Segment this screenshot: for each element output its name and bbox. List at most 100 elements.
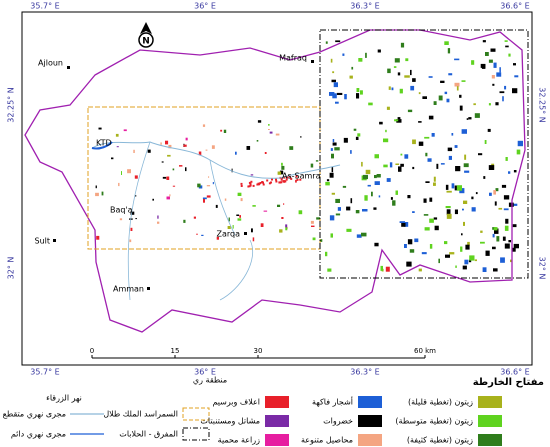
scale-label: 60 km [414,347,436,355]
land-patch [504,85,507,90]
land-patch [394,119,399,122]
land-patch [257,120,262,123]
land-patch [410,85,415,91]
land-patch [299,178,302,181]
land-patch [418,268,422,272]
land-patch [351,66,354,70]
land-patch [463,221,465,226]
land-patch [360,90,363,95]
legend-label: زيتون (تغطية قليلة) [408,398,473,407]
legend-label: أشجار فاكهة [312,397,353,407]
land-patch [378,195,381,198]
land-patch [460,246,463,252]
land-patch [286,176,288,179]
land-patch [508,202,514,207]
land-patch [211,145,215,149]
land-patch [350,150,352,154]
land-patch [296,178,299,181]
land-patch [130,227,133,231]
land-patch [240,198,243,202]
land-patch [288,175,291,178]
land-patch [216,236,219,240]
land-patch [361,161,363,167]
land-patch [473,103,476,106]
land-patch [464,259,469,265]
land-patch [356,234,362,238]
land-patch [504,243,510,249]
land-patch [480,241,485,244]
legend-header: منطقة ري [193,376,227,385]
land-patch [247,185,250,188]
land-patch [433,182,436,186]
land-patch [487,128,491,132]
land-patch [383,164,388,168]
land-patch [404,75,410,78]
legend-label: مشاتل ومستنبتات [200,417,260,426]
land-patch [280,181,283,184]
scale-label: 30 [254,347,263,355]
land-patch [446,190,452,193]
land-patch [266,179,269,182]
land-patch [334,147,340,151]
legend-swatch [478,396,502,408]
land-patch [335,198,340,203]
land-patch [252,205,256,207]
legend-swatch [358,415,382,427]
legend-title: مفتاح الخارطة [473,377,544,388]
land-patch [445,184,449,190]
land-patch [491,75,495,79]
land-patch [98,127,102,130]
land-patch [325,41,328,44]
land-patch [157,221,160,224]
land-patch [198,151,202,156]
land-patch [471,207,476,212]
scale-label: 15 [171,347,180,355]
land-patch [135,218,137,220]
land-patch [161,161,164,163]
land-patch [431,133,435,137]
legend-label: زيتون (تغطية كثيفة) [407,436,473,445]
land-patch [179,165,183,167]
legend-label: خضروات [323,417,353,426]
land-patch [404,154,409,159]
land-patch [412,166,415,170]
coord-label: 36.6° E [500,368,529,377]
land-patch [235,151,237,155]
land-patch [256,183,259,186]
land-patch [503,208,509,211]
land-patch [134,195,137,197]
land-patch [423,214,429,216]
land-patch [412,78,416,82]
land-patch [283,176,286,179]
north-arrow: N [138,22,154,48]
legend: مفتاح الخارطة منطقة ري السمراسد الملك طل… [3,376,544,446]
land-patch [285,178,288,181]
places: Ajloun Mafraq KTD As-Samra Baq'a Zarqa S… [34,54,320,294]
land-patch [350,198,353,204]
land-patch [281,217,284,219]
land-patch [290,177,293,180]
land-patch [357,133,361,137]
land-patch [330,58,333,63]
legend-label: مجرى نهري دائم [11,430,66,439]
land-patch [474,113,480,118]
land-patch [508,171,511,174]
land-patch [513,243,519,249]
land-patch [246,146,251,150]
land-patch [512,88,518,94]
legend-swatch [358,434,382,446]
land-patch [284,180,287,183]
legend-label: المفرق - الحلابات [119,430,178,439]
land-patch [446,98,450,103]
land-patch [250,180,253,183]
land-patch [475,192,478,195]
legend-label: زراعة محمية [218,436,260,445]
land-patch [96,235,100,240]
land-patch [172,185,176,187]
legend-swatch [478,434,502,446]
land-patch [407,109,413,113]
land-patch [433,176,436,182]
land-patch [261,181,264,183]
land-patch [336,92,343,95]
